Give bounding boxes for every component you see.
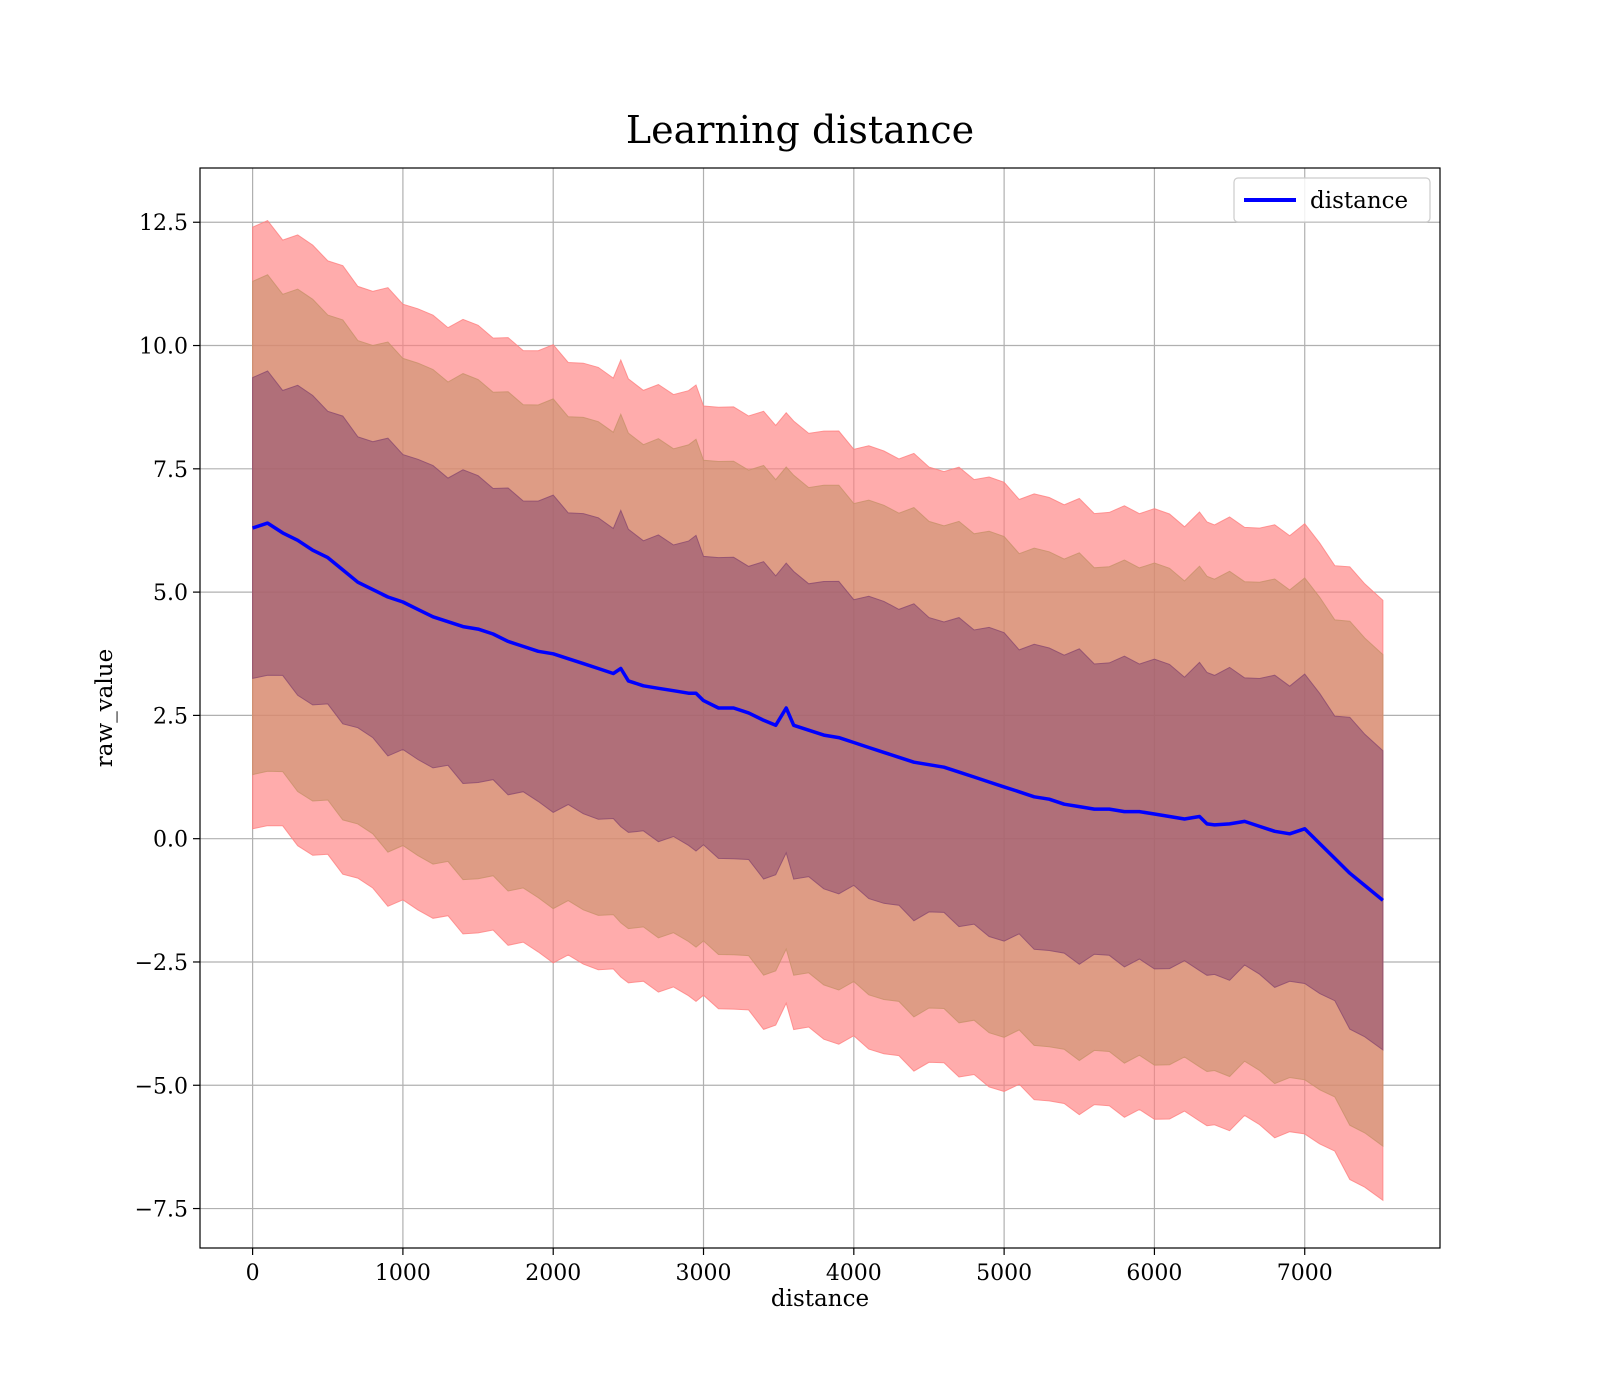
x-tick-label: 5000: [976, 1261, 1032, 1286]
y-axis-ticks: −7.5 −5.0 −2.5 0.0 2.5 5.0 7.5 10.0 12.5: [135, 211, 200, 1223]
x-axis-label: distance: [771, 1286, 869, 1312]
x-tick-label: 4000: [826, 1261, 882, 1286]
y-tick-label: 0.0: [153, 828, 188, 853]
uncertainty-bands: [252, 219, 1384, 1202]
legend: distance: [1233, 177, 1431, 223]
band-±1σ: [252, 370, 1384, 1051]
y-tick-label: 5.0: [153, 581, 188, 606]
x-tick-label: 6000: [1126, 1261, 1182, 1286]
legend-box: [1233, 177, 1431, 223]
x-tick-label: 3000: [676, 1261, 732, 1286]
y-tick-label: −5.0: [135, 1074, 188, 1099]
y-axis-label: raw_value: [92, 649, 118, 767]
y-tick-label: 2.5: [153, 704, 188, 729]
x-axis-ticks: 0 1000 2000 3000 4000 5000 6000 7000: [246, 1248, 1333, 1286]
chart-title: Learning distance: [626, 108, 974, 152]
x-tick-label: 1000: [375, 1261, 431, 1286]
x-tick-label: 2000: [525, 1261, 581, 1286]
y-tick-label: 10.0: [139, 335, 188, 360]
x-tick-label: 0: [246, 1261, 260, 1286]
plot-frame: [199, 167, 1441, 1249]
y-tick-label: 7.5: [153, 458, 188, 483]
series-lines: [252, 521, 1385, 902]
y-tick-label: −2.5: [135, 951, 188, 976]
y-tick-label: 12.5: [139, 211, 188, 236]
series-line-distance: [252, 521, 1385, 902]
legend-label-distance: distance: [1310, 188, 1408, 214]
y-tick-label: −7.5: [135, 1198, 188, 1223]
x-tick-label: 7000: [1277, 1261, 1333, 1286]
